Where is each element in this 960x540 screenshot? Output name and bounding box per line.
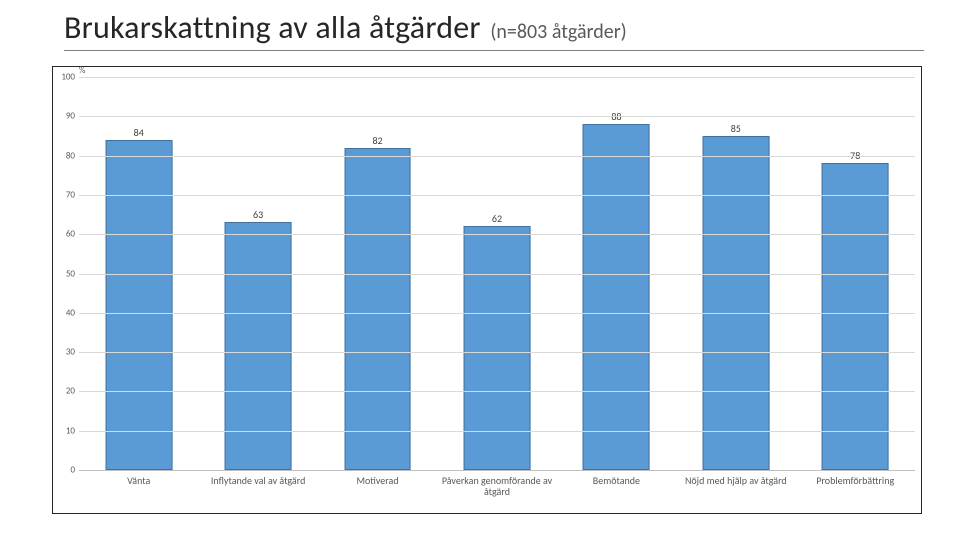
- y-tick-label: 100: [57, 72, 75, 83]
- y-tick-label: 60: [57, 229, 75, 240]
- gridline: [79, 274, 915, 275]
- slide: Brukarskattning av alla åtgärder (n=803 …: [0, 0, 960, 540]
- gridline: [79, 77, 915, 78]
- gridline: [79, 391, 915, 392]
- gridline: [79, 156, 915, 157]
- y-tick-label: 40: [57, 307, 75, 318]
- bar-value-label: 63: [253, 208, 263, 223]
- page-subtitle: (n=803 åtgärder): [490, 20, 626, 44]
- y-tick-label: 90: [57, 111, 75, 122]
- gridline: [79, 195, 915, 196]
- bar: 84: [105, 140, 172, 470]
- bar: 82: [344, 148, 411, 470]
- y-axis-unit: %: [79, 65, 85, 76]
- bar: 63: [225, 222, 292, 470]
- x-axis-label: Påverkan genomförande av åtgärd: [437, 475, 556, 507]
- y-tick-label: 20: [57, 386, 75, 397]
- y-tick-label: 80: [57, 150, 75, 161]
- gridline: [79, 352, 915, 353]
- gridline: [79, 234, 915, 235]
- x-axis-label: Vänta: [79, 475, 198, 507]
- bar: 88: [583, 124, 650, 470]
- bar-value-label: 62: [492, 212, 502, 227]
- title-underline: [64, 50, 924, 51]
- bar: 85: [702, 136, 769, 470]
- x-axis-label: Nöjd med hjälp av åtgärd: [676, 475, 795, 507]
- x-axis-label: Inflytande val av åtgärd: [198, 475, 317, 507]
- bar-value-label: 84: [134, 126, 144, 141]
- x-axis-label: Problemförbättring: [796, 475, 915, 507]
- y-tick-label: 0: [57, 465, 75, 476]
- gridline: [79, 431, 915, 432]
- plot-area: 84638262888578 0102030405060708090100: [79, 77, 915, 471]
- x-axis-label: Motiverad: [318, 475, 437, 507]
- bar: 78: [822, 163, 889, 470]
- bar: 62: [464, 226, 531, 470]
- bar-value-label: 82: [372, 134, 382, 149]
- x-axis-label: Bemötande: [557, 475, 676, 507]
- bar-value-label: 78: [850, 149, 860, 164]
- y-tick-label: 30: [57, 347, 75, 358]
- gridline: [79, 313, 915, 314]
- x-axis-labels: VäntaInflytande val av åtgärdMotiveradPå…: [79, 475, 915, 507]
- bar-value-label: 85: [731, 122, 741, 137]
- page-title: Brukarskattning av alla åtgärder: [64, 8, 481, 47]
- bar-chart: % 84638262888578 0102030405060708090100 …: [52, 66, 922, 514]
- y-tick-label: 50: [57, 268, 75, 279]
- bar-value-label: 88: [611, 110, 621, 125]
- y-tick-label: 10: [57, 425, 75, 436]
- y-tick-label: 70: [57, 189, 75, 200]
- gridline: [79, 116, 915, 117]
- title-block: Brukarskattning av alla åtgärder (n=803 …: [64, 8, 924, 47]
